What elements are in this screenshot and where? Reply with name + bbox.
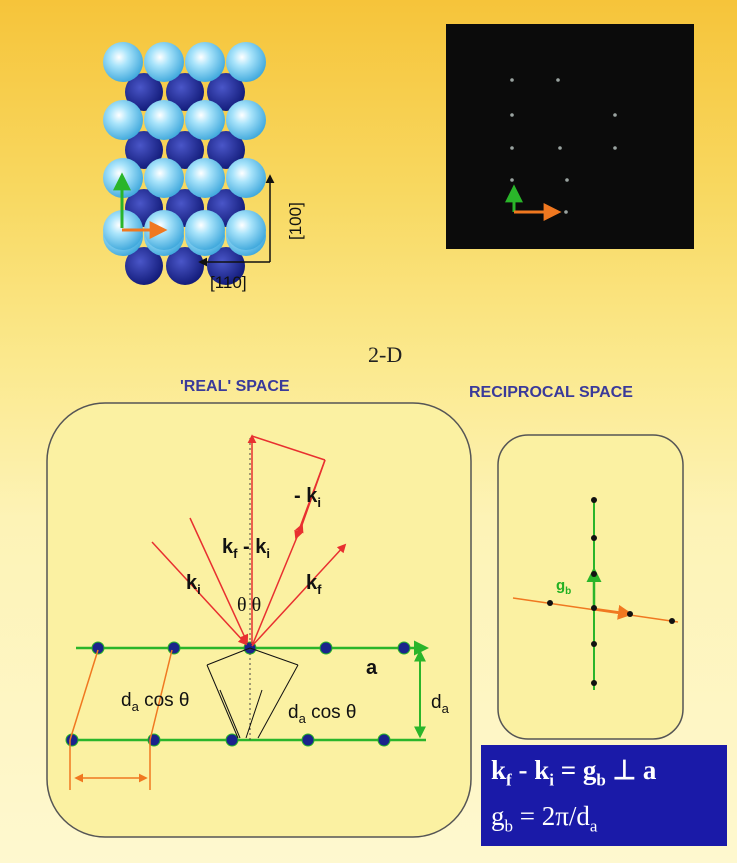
formula-line-2: gb = 2π/da: [491, 801, 598, 836]
vector-a-label: a: [366, 657, 378, 679]
theta-label: θ θ: [237, 594, 262, 616]
reciprocal-orange-arrow: [593, 604, 633, 620]
path-line-3: [206, 664, 239, 739]
reciprocal-point: [669, 618, 675, 624]
dark-atom: [125, 73, 163, 111]
light-atom: [144, 100, 184, 140]
diffraction-spot: [613, 146, 617, 150]
dark-atom: [207, 131, 245, 169]
da-label: da: [431, 692, 449, 716]
row-atom: [301, 733, 315, 747]
reciprocal-point: [591, 641, 597, 647]
path-line-6: [245, 689, 263, 739]
ki-label: ki: [186, 572, 201, 597]
formula-line-1: kf - ki = gb ⊥ a: [491, 755, 657, 790]
dark-atom: [207, 247, 245, 285]
path-line-4: [257, 664, 299, 739]
diffraction-spot: [510, 78, 514, 82]
reciprocal-point: [591, 497, 597, 503]
row-atom: [397, 641, 411, 655]
da-cos-right-label: da cos θ: [288, 702, 357, 726]
incident-ki: [189, 517, 249, 644]
diffraction-spots: [510, 78, 617, 214]
title-2d: 2-D: [368, 342, 403, 367]
scattered-kf-inner: [251, 523, 304, 647]
dark-atom: [166, 131, 204, 169]
formula-box: kf - ki = gb ⊥ a gb = 2π/da: [481, 745, 727, 846]
light-atom: [103, 42, 143, 82]
construction-top: [251, 435, 326, 461]
dark-atom: [125, 131, 163, 169]
light-atom: [185, 100, 225, 140]
minus-ki-vector: [294, 459, 326, 540]
reciprocal-point: [591, 571, 597, 577]
row-atom: [167, 641, 181, 655]
row-atom: [319, 641, 333, 655]
real-space-panel: [46, 402, 472, 838]
diffraction-spot: [564, 210, 568, 214]
minus-ki-label: - ki: [294, 485, 321, 510]
light-atom: [185, 158, 225, 198]
reciprocal-space-panel: [497, 434, 684, 740]
path-line-2: [249, 647, 299, 666]
light-atom: [226, 42, 266, 82]
kf-minus-ki-label: kf - ki: [222, 536, 270, 561]
light-atom: [226, 210, 266, 250]
row-atom: [377, 733, 391, 747]
diffraction-spot: [510, 146, 514, 150]
light-atom: [103, 100, 143, 140]
reciprocal-lattice-points: [547, 497, 675, 686]
dark-atom: [166, 73, 204, 111]
light-atom: [226, 100, 266, 140]
real-space-title: 'REAL' SPACE: [180, 378, 290, 395]
row-atom: [91, 641, 105, 655]
diffraction-spot: [613, 113, 617, 117]
dark-atom: [125, 247, 163, 285]
light-atom: [226, 158, 266, 198]
diffraction-spot: [558, 146, 562, 150]
path-line-1: [206, 647, 251, 666]
row-atom: [225, 733, 239, 747]
scattered-kf: [251, 543, 347, 647]
direction-100-label: [100]: [286, 202, 305, 240]
surface-atom-lattice: [103, 42, 266, 285]
reciprocal-space-title: RECIPROCAL SPACE: [469, 384, 633, 401]
light-atom: [185, 210, 225, 250]
da-cos-left-label: da cos θ: [121, 690, 190, 714]
gb-label: gb: [556, 577, 572, 597]
reciprocal-point: [547, 600, 553, 606]
direction-110-label: [110]: [210, 273, 247, 292]
cell-left-edge: [69, 649, 99, 741]
kf-label: kf: [306, 572, 322, 597]
reciprocal-point: [627, 611, 633, 617]
reciprocal-point: [591, 535, 597, 541]
incident-ki-left: [151, 541, 248, 646]
light-atom: [144, 158, 184, 198]
diffraction-pattern-panel: [446, 24, 694, 249]
cell-right-edge: [149, 649, 173, 741]
path-line-5: [219, 689, 241, 739]
reciprocal-point: [591, 680, 597, 686]
light-atom: [185, 42, 225, 82]
diffraction-spot: [510, 113, 514, 117]
diffraction-spot: [565, 178, 569, 182]
reciprocal-point: [591, 605, 597, 611]
diffraction-spot: [556, 78, 560, 82]
dark-atom: [207, 73, 245, 111]
light-atom: [144, 42, 184, 82]
diffraction-spot: [510, 178, 514, 182]
dark-atom: [166, 247, 204, 285]
